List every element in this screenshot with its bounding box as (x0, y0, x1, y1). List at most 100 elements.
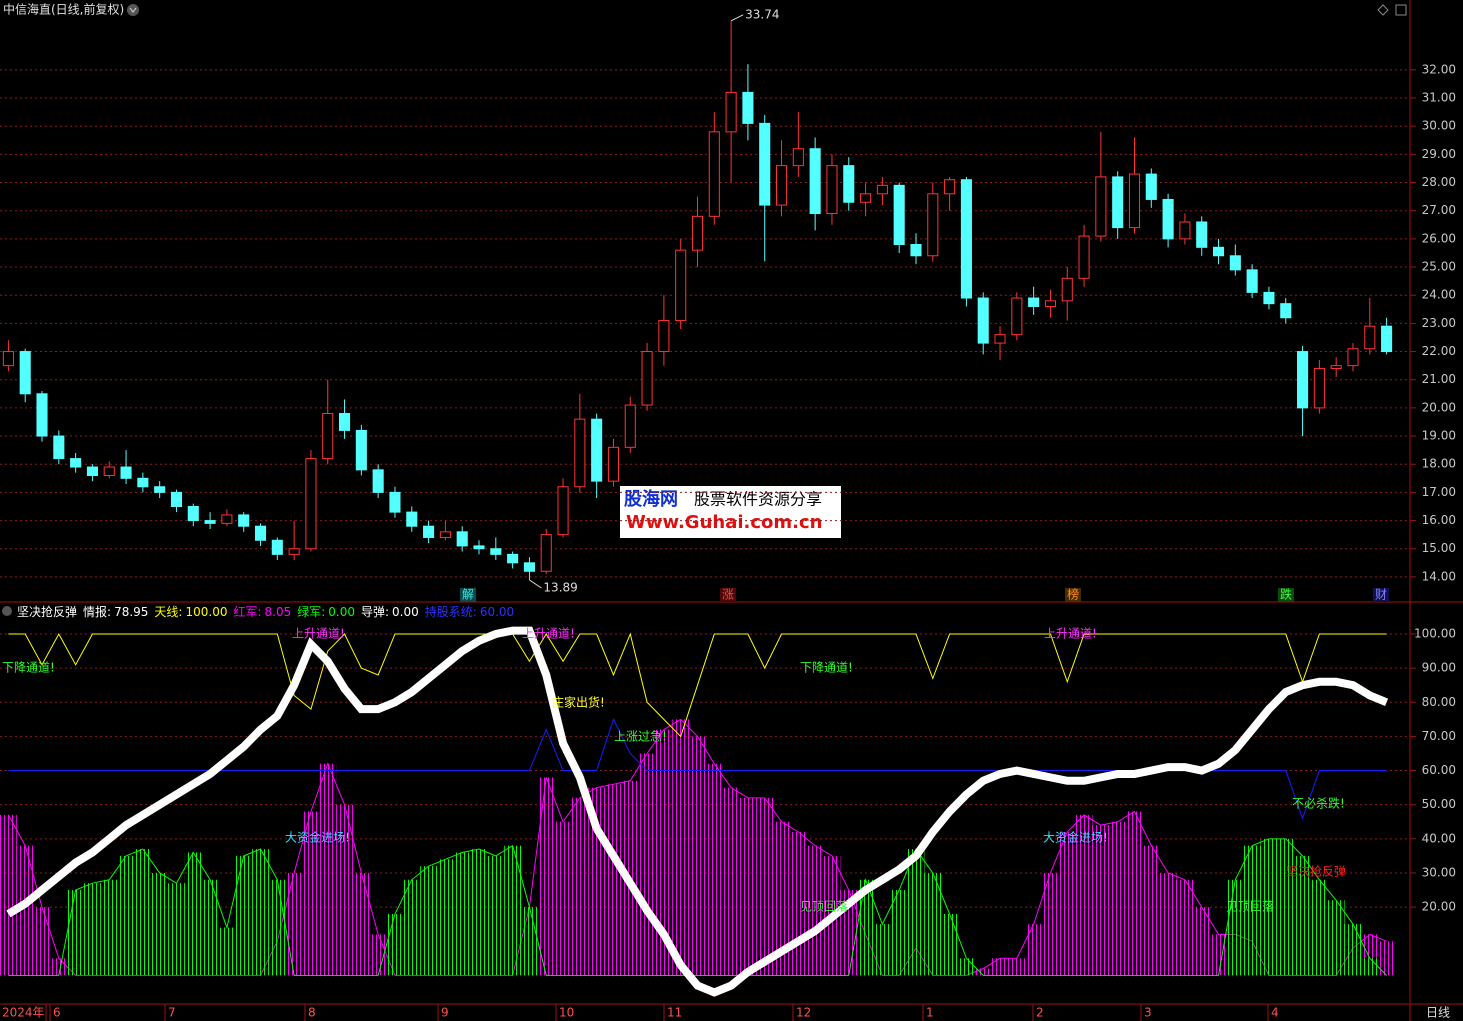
candle-body (339, 413, 351, 431)
indicator-bar (1176, 879, 1194, 976)
candle-body (708, 131, 720, 217)
indicator-bar (0, 814, 17, 976)
candle-body (540, 534, 552, 572)
readout-label: 红军: (233, 604, 261, 619)
indicator-bar (151, 872, 169, 976)
watermark-box (620, 486, 841, 538)
indicator-bar (134, 849, 152, 976)
indicator-bar (773, 821, 790, 976)
indicator-bar (1142, 845, 1160, 976)
indicator-bar (100, 879, 118, 976)
dropdown[interactable] (2, 606, 12, 616)
candle-body (624, 404, 636, 448)
event-marker[interactable] (1065, 588, 1081, 602)
date-label: 4 (1271, 1006, 1279, 1020)
y-tick-label: 90.00 (1422, 661, 1456, 675)
event-marker[interactable] (460, 588, 476, 602)
y-tick-label: 50.00 (1422, 797, 1456, 811)
candle-body (1061, 277, 1073, 302)
indicator-bar (1109, 821, 1127, 976)
indicator-bar (1378, 941, 1395, 976)
candle-body (2, 351, 14, 367)
indicator-bar (235, 855, 253, 976)
indicator-bar (638, 753, 656, 976)
y-tick-label: 24.00 (1422, 288, 1456, 302)
candle-body (994, 334, 1006, 344)
indicator-bar (1008, 958, 1026, 976)
candle-body (1297, 351, 1309, 409)
icon[interactable] (1395, 4, 1407, 16)
candle-body (523, 562, 535, 572)
candle-body (423, 525, 435, 538)
indicator-bar (1193, 907, 1211, 976)
candle-body (53, 435, 65, 460)
date-label: 12 (796, 1006, 811, 1020)
readout-value: 100.00 (185, 605, 227, 619)
candle-body (221, 514, 233, 524)
candle-body (641, 351, 653, 406)
y-tick-label: 23.00 (1422, 316, 1456, 330)
candle-body (826, 165, 838, 215)
event-label: 财 (1375, 588, 1387, 602)
candle-body (154, 486, 166, 493)
readout-value: 60.00 (480, 605, 514, 619)
indicator-bar (268, 879, 286, 976)
date-label: 2024年 (2, 1006, 45, 1020)
indicator-bar (168, 883, 185, 976)
readout-value: 0.00 (392, 605, 419, 619)
dropdown[interactable] (127, 4, 139, 16)
indicator-bar (319, 763, 337, 976)
indicator-bar (554, 821, 572, 976)
signal-annotation: 庄家出货! (552, 695, 605, 710)
candle-body (1347, 348, 1359, 367)
candle-body (389, 491, 401, 513)
indicator-bar (201, 879, 219, 976)
candle-body (187, 505, 199, 522)
y-tick-label: 40.00 (1422, 831, 1456, 845)
candle-body (607, 446, 620, 482)
candle-body (70, 458, 82, 468)
indicator-bar (521, 907, 538, 976)
low-annotation: 13.89 (543, 581, 577, 595)
date-label: 10 (559, 1006, 574, 1020)
icon[interactable] (1377, 4, 1389, 16)
indicator-bar (16, 845, 34, 976)
indicator-bar (756, 797, 774, 976)
y-tick-label: 15.00 (1422, 541, 1456, 555)
event-marker[interactable] (1373, 588, 1389, 602)
indicator-bar (420, 866, 437, 976)
date-label: 6 (53, 1006, 61, 1020)
indicator-bar (1092, 825, 1110, 976)
candle-body (490, 548, 502, 555)
date-label: 8 (308, 1006, 316, 1020)
event-marker[interactable] (720, 588, 736, 602)
indicator-bar (1260, 838, 1278, 976)
indicator-bar (453, 852, 471, 976)
candle-body (691, 215, 704, 251)
indicator-bar (386, 913, 404, 976)
candle-body (103, 466, 115, 476)
annotation-arrow (529, 579, 542, 589)
candle-body (876, 184, 888, 195)
y-tick-label: 20.00 (1422, 400, 1456, 414)
indicator-bar (974, 968, 992, 976)
candle-body (792, 148, 804, 167)
event-marker[interactable] (1278, 588, 1294, 602)
candle-body (1280, 303, 1292, 319)
candle-body (355, 429, 367, 471)
candle-body (322, 413, 334, 460)
readout-label: 持股系统: (425, 604, 477, 619)
dropdown-arrow (129, 7, 137, 13)
indicator-bar (1159, 872, 1177, 976)
candle-body (960, 179, 972, 299)
y-tick-label: 32.00 (1422, 62, 1456, 76)
y-tick-label: 20.00 (1422, 900, 1456, 914)
candle-body (238, 514, 250, 527)
candle-body (1313, 367, 1325, 409)
candle-body (86, 466, 98, 476)
y-tick-label: 21.00 (1422, 372, 1456, 386)
candle-body (977, 297, 989, 344)
watermark-slogan: 股票软件资源分享 (694, 490, 822, 509)
candle-body (170, 491, 183, 507)
signal-annotation: 上升通道! (292, 627, 345, 641)
